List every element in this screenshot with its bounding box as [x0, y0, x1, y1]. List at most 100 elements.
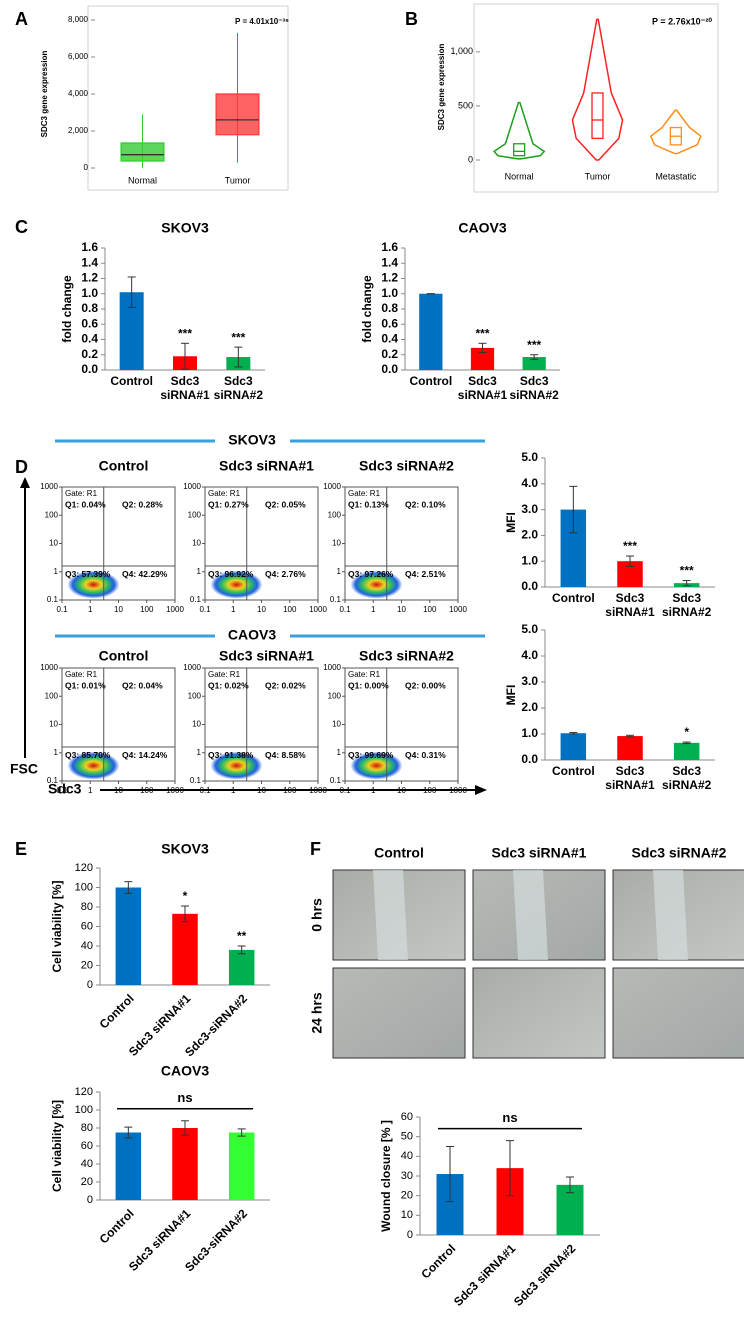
y-tick-label: 2.0: [521, 700, 538, 714]
x-tick-label-box: Sdc3 siRNA#1: [457, 374, 508, 402]
violin: [649, 109, 702, 155]
y-tick-label: 10: [401, 1209, 413, 1221]
x-tick-label: 1000: [309, 605, 327, 614]
column-label: Sdc3 siRNA#2: [632, 845, 727, 861]
x-tick-label-box: Sdc3 siRNA#2: [509, 374, 559, 402]
x-tick-label: Normal: [128, 175, 157, 185]
y-tick-label: 0.0: [521, 752, 538, 766]
y-tick-label: 100: [45, 510, 59, 519]
x-tick-label-box: Sdc3 siRNA#2: [661, 764, 712, 792]
y-tick-label: 1: [337, 567, 342, 576]
plot-title: Sdc3 siRNA#2: [359, 458, 454, 474]
gate-label: Gate: R1: [208, 489, 241, 498]
y-tick-label: 80: [81, 901, 93, 913]
quadrant-label: Q2: 0.05%: [265, 499, 306, 509]
y-tick-label: 50: [401, 1131, 413, 1143]
panel-label: D: [15, 457, 28, 477]
x-tick-label: 100: [423, 605, 437, 614]
x-tick-label: Sdc3 siRNA#1: [160, 374, 210, 402]
micrograph: [472, 967, 606, 1059]
significance: **: [237, 929, 247, 943]
significance: ***: [527, 338, 541, 352]
x-tick-label: Normal: [505, 171, 534, 181]
bar: [522, 357, 546, 370]
bar: [228, 949, 255, 985]
y-tick-label: 0: [87, 979, 93, 991]
y-tick-label: 0.0: [521, 579, 538, 593]
y-tick-label: 10: [49, 539, 58, 548]
x-tick-label: 1000: [449, 605, 467, 614]
quadrant-label: Q3: 99.69%: [348, 750, 394, 760]
chart-title: SKOV3: [161, 220, 209, 236]
y-tick-label: 3.0: [521, 674, 538, 688]
micrograph: [612, 967, 744, 1059]
y-tick-label: 10: [332, 539, 341, 548]
y-axis-label: Cell viability [%]: [50, 1100, 64, 1192]
y-tick-label: 0.8: [381, 301, 398, 315]
y-tick-label: 1.6: [81, 240, 98, 254]
y-tick-label: 1.0: [521, 553, 538, 567]
y-tick-label: 0.6: [81, 316, 98, 330]
panel-label: A: [15, 9, 28, 29]
y-tick-label: 1.4: [81, 255, 98, 269]
panel-label: C: [15, 217, 28, 237]
y-tick-label: 0.8: [81, 301, 98, 315]
y-tick-label: 0.1: [190, 776, 202, 785]
y-tick-label: 0.4: [81, 332, 98, 346]
x-tick-label: 1: [88, 786, 93, 795]
y-tick-label: 0.2: [81, 347, 98, 361]
quadrant-label: Q4: 2.76%: [265, 569, 306, 579]
y-tick-label: 0.1: [330, 776, 342, 785]
p-value: P = 4.01x10⁻³⁹: [235, 17, 289, 26]
x-tick-label-box: Sdc3 siRNA#1: [605, 764, 654, 792]
y-axis-label: fold change: [60, 275, 74, 343]
wound-gap: [653, 870, 688, 960]
y-tick-label: 30: [401, 1170, 413, 1182]
y-tick-label: 0.0: [381, 362, 398, 376]
y-tick-label: 4,000: [68, 89, 89, 98]
significance: ***: [475, 326, 489, 340]
column-label: Sdc3 siRNA#1: [492, 845, 587, 861]
y-tick-label: 0.0: [81, 362, 98, 376]
chart-title: SKOV3: [161, 841, 209, 857]
row-label: 0 hrs: [309, 898, 325, 932]
section-title: CAOV3: [228, 627, 276, 643]
x-tick-label-box: Sdc3 siRNA#1: [605, 591, 654, 619]
plot-frame: [87, 5, 289, 191]
bracket-label: ns: [502, 1110, 517, 1125]
box: [120, 142, 165, 162]
bar: [115, 887, 142, 985]
y-tick-label: 4.0: [521, 648, 538, 662]
y-tick-label: 1000: [40, 663, 58, 672]
y-tick-label: 0.1: [47, 595, 59, 604]
y-tick-label: 1.0: [81, 286, 98, 300]
x-tick-label: Sdc3 siRNA#2: [509, 374, 559, 402]
y-tick-label: 100: [188, 691, 202, 700]
y-tick-label: 100: [328, 510, 342, 519]
bar: [470, 347, 495, 370]
y-tick-label: 20: [81, 1176, 93, 1188]
x-tick-label: 1: [371, 605, 376, 614]
x-tick-label: 100: [140, 605, 154, 614]
y-tick-label: 80: [81, 1122, 93, 1134]
x-tick-label: Sdc3 siRNA#1: [457, 374, 508, 402]
y-tick-label: 0: [468, 154, 473, 164]
y-tick-label: 1: [54, 748, 59, 757]
y-tick-label: 1: [337, 748, 342, 757]
plot-title: Control: [99, 458, 149, 474]
y-tick-label: 100: [188, 510, 202, 519]
x-tick-label: Sdc3 siRNA#2: [661, 764, 712, 792]
y-tick-label: 0.4: [381, 332, 398, 346]
y-tick-label: 1.2: [381, 271, 398, 285]
y-tick-label: 4.0: [521, 476, 538, 490]
y-axis-label: Wound closure [% ]: [379, 1120, 393, 1232]
quadrant-label: Q2: 0.02%: [265, 680, 306, 690]
x-tick-label-box: Control: [552, 591, 595, 605]
quadrant-label: Q3: 96.92%: [208, 569, 254, 579]
y-tick-label: 120: [75, 1086, 93, 1098]
bar: [560, 733, 587, 760]
y-tick-label: 1.2: [81, 271, 98, 285]
quadrant-label: Q3: 57.39%: [65, 569, 111, 579]
gate-label: Gate: R1: [65, 670, 98, 679]
wound-gap: [373, 870, 408, 960]
